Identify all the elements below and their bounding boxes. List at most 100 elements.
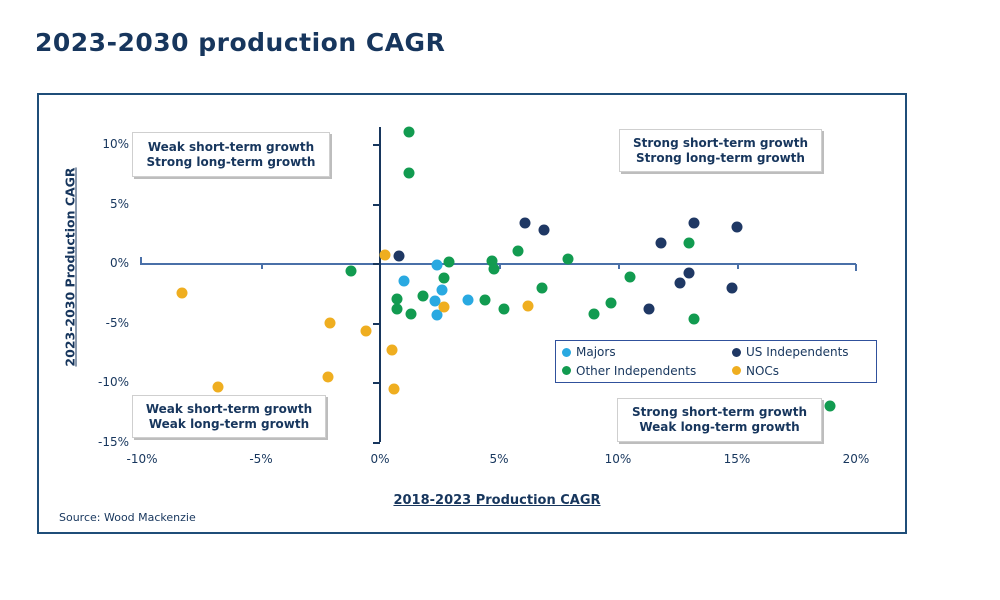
quadrant-line: Weak long-term growth: [148, 416, 310, 431]
page-title: 2023-2030 production CAGR: [35, 28, 446, 57]
point-majors: [431, 259, 443, 271]
point-other-independents: [391, 293, 403, 305]
quadrant-label-bottom-left: Weak short-term growth Weak long-term gr…: [132, 395, 326, 438]
point-nocs: [322, 371, 334, 383]
point-us-independents: [655, 237, 667, 249]
legend-label: NOCs: [746, 363, 780, 378]
legend-label: Majors: [576, 345, 616, 360]
point-majors: [398, 275, 410, 287]
quadrant-line: Weak short-term growth: [145, 401, 313, 416]
y-tick-label: 0%: [109, 256, 129, 270]
point-other-independents: [824, 400, 836, 412]
y-tick-label: 5%: [109, 196, 129, 211]
y-axis-tick: [373, 203, 380, 206]
point-other-independents: [683, 237, 695, 249]
point-us-independents: [674, 277, 686, 289]
y-axis-tick: [373, 144, 380, 146]
point-nocs: [176, 287, 188, 299]
point-us-independents: [393, 250, 405, 262]
x-tick-label: -10%: [126, 452, 158, 466]
y-axis-tick: [373, 263, 380, 265]
quadrant-label-top-right: Strong short-term growth Strong long-ter…: [619, 129, 822, 172]
legend-marker-icon: [732, 366, 741, 376]
legend-item-us-independents: US Independents: [732, 345, 870, 359]
point-other-independents: [512, 245, 524, 257]
quadrant-line: Strong short-term growth: [631, 405, 807, 419]
point-us-independents: [731, 221, 743, 233]
quadrant-line: Strong short-term growth: [632, 135, 808, 150]
point-majors: [431, 309, 443, 321]
x-axis-title: 2018-2023 Production CAGR: [393, 493, 601, 508]
point-other-independents: [562, 253, 574, 265]
x-tick-label: 5%: [489, 452, 509, 466]
y-axis-line: [379, 127, 381, 442]
point-majors: [429, 295, 441, 307]
legend-item-other-independents: Other Independents: [562, 364, 732, 378]
y-axis-tick: [373, 441, 380, 444]
point-other-independents: [391, 303, 403, 315]
point-nocs: [212, 381, 224, 393]
point-other-independents: [498, 303, 510, 315]
legend-item-majors: Majors: [562, 345, 732, 359]
point-other-independents: [438, 272, 450, 284]
point-other-independents: [443, 256, 455, 268]
point-other-independents: [403, 126, 415, 138]
point-us-independents: [726, 282, 738, 294]
point-us-independents: [683, 267, 695, 279]
legend-item-nocs: NOCs: [732, 364, 870, 378]
quadrant-line: Strong long-term growth: [146, 154, 316, 169]
quadrant-line: Weak long-term growth: [639, 420, 800, 434]
point-us-independents: [688, 217, 700, 229]
y-tick-label: 10%: [102, 137, 129, 151]
point-majors: [436, 284, 448, 296]
scatter-plot: -10% -5% 0% 5% 10% 15% 20% 10% 5% 0% -5% -10% -15%: [39, 95, 905, 532]
legend-marker-icon: [732, 347, 741, 357]
quadrant-label-top-left: Weak short-term growth Strong long-term …: [132, 132, 330, 177]
point-nocs: [522, 300, 534, 312]
quadrant-line: Strong long-term growth: [636, 150, 805, 165]
y-tick-label: -10%: [97, 375, 129, 389]
point-other-independents: [486, 255, 498, 267]
point-other-independents: [536, 282, 548, 294]
y-tick-label: -15%: [97, 434, 129, 449]
y-axis-tick: [373, 322, 380, 325]
quadrant-label-bottom-right: Strong short-term growth Weak long-term …: [617, 398, 822, 442]
x-tick-label: 15%: [723, 452, 751, 466]
point-nocs: [324, 317, 336, 328]
y-tick-label: -5%: [105, 315, 129, 330]
point-other-independents: [688, 313, 700, 325]
legend-label: US Independents: [746, 345, 849, 360]
x-axis-tick: [618, 264, 620, 269]
legend-label: Other Independents: [576, 363, 697, 378]
y-axis-tick: [373, 382, 380, 384]
quadrant-line: Weak short-term growth: [147, 139, 315, 154]
legend-marker-icon: [562, 347, 571, 357]
point-nocs: [360, 325, 372, 337]
x-tick-label: -5%: [249, 452, 273, 466]
point-nocs: [388, 383, 400, 395]
point-nocs: [438, 301, 450, 313]
point-other-independents: [624, 271, 636, 283]
point-us-independents: [519, 217, 531, 229]
point-majors: [462, 294, 474, 306]
y-axis-title: 2023-2030 Production CAGR: [62, 167, 78, 367]
x-axis-tick: [499, 264, 501, 269]
legend: Majors US Independents Other Independents N…: [555, 340, 877, 383]
point-us-independents: [643, 303, 655, 315]
point-other-independents: [417, 290, 429, 302]
point-other-independents: [403, 167, 415, 179]
point-other-independents: [488, 263, 500, 275]
point-other-independents: [479, 294, 491, 306]
point-other-independents: [345, 265, 357, 277]
legend-marker-icon: [562, 366, 571, 376]
x-tick-label: 20%: [842, 452, 870, 466]
x-axis-tick: [261, 264, 263, 269]
x-axis-tick: [737, 264, 739, 269]
point-other-independents: [588, 308, 600, 320]
point-nocs: [379, 249, 391, 261]
x-axis-tick: [140, 257, 142, 264]
point-us-independents: [538, 224, 550, 236]
chart-area: -10% -5% 0% 5% 10% 15% 20% 10% 5% 0% -5% -10% -15% 2…: [37, 93, 907, 534]
x-tick-label: 10%: [604, 452, 632, 466]
